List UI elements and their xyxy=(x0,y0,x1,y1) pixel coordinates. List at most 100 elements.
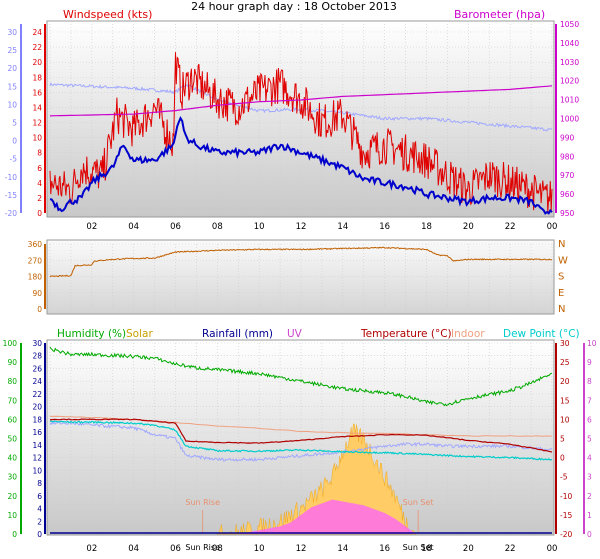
temp-tick-label: -10 xyxy=(5,173,17,182)
rainfall-tick-label: 22 xyxy=(32,390,42,399)
p1-x-tick-label: 16 xyxy=(379,222,390,232)
barometer-tick-label: 970 xyxy=(560,171,575,180)
compass-label: W xyxy=(558,255,568,266)
barometer-tick-label: 1030 xyxy=(560,58,579,67)
temp-tick-label: -20 xyxy=(5,209,17,218)
uv-tick-label: 2 xyxy=(587,492,592,501)
windspeed-line xyxy=(49,52,553,214)
p3-x-tick-label: 10 xyxy=(254,544,265,554)
legend-label: Temperature (°C) xyxy=(360,328,452,340)
humidity-tick-label: 0 xyxy=(12,530,17,539)
barometer-tick-label: 1000 xyxy=(560,115,579,124)
windspeed-axis-title: Windspeed (kts) xyxy=(63,8,152,21)
legend-label: Indoor xyxy=(451,328,485,340)
p1-x-tick-label: 06 xyxy=(170,222,181,232)
p1-x-tick-label: 14 xyxy=(337,222,348,232)
windspeed-tick-label: 20 xyxy=(32,58,42,67)
p3-x-tick-label: 18 xyxy=(421,544,432,554)
temp-tick-label: -15 xyxy=(5,191,17,200)
windspeed-tick-label: 4 xyxy=(37,179,42,188)
uv-tick-label: 8 xyxy=(587,377,592,386)
direction-tick-label: 360 xyxy=(28,240,43,249)
uv-tick-label: 4 xyxy=(587,454,592,463)
uv-tick-label: 9 xyxy=(587,358,592,367)
humidity-tick-label: 20 xyxy=(7,492,17,501)
humidity-tick-label: 90 xyxy=(7,358,17,367)
p1-x-tick-label: 10 xyxy=(254,222,265,232)
temperature-line-p3 xyxy=(49,418,553,453)
rainfall-tick-label: 10 xyxy=(32,466,42,475)
direction-tick-label: 90 xyxy=(32,289,42,298)
temperature-tick-label: 5 xyxy=(560,435,565,444)
p1-x-tick-label: 20 xyxy=(463,222,474,232)
sun-annotation: Sun Set xyxy=(403,498,434,507)
temp-tick-label: 10 xyxy=(7,100,17,109)
temp-tick-label: -5 xyxy=(10,155,18,164)
p1-x-tick-label: 00 xyxy=(547,222,558,232)
rainfall-tick-label: 8 xyxy=(37,479,42,488)
compass-label: S xyxy=(558,272,564,283)
windspeed-tick-label: 6 xyxy=(37,164,42,173)
temperature-tick-label: 15 xyxy=(560,396,570,405)
windspeed-tick-label: 12 xyxy=(32,119,42,128)
panel-wind-direction xyxy=(46,239,555,315)
temp-tick-label: 25 xyxy=(7,46,17,55)
uv-tick-label: 6 xyxy=(587,415,592,424)
p1-x-tick-label: 22 xyxy=(505,222,516,232)
compass-label: E xyxy=(558,288,564,299)
humidity-tick-label: 60 xyxy=(7,415,17,424)
p3-x-tick-label: 04 xyxy=(128,544,139,554)
temperature-tick-label: 30 xyxy=(560,339,570,348)
temperature-tick-label: -20 xyxy=(560,530,572,539)
humidity-tick-label: 100 xyxy=(3,339,18,348)
sun-annotation: Sun Set xyxy=(403,543,434,552)
uv-area xyxy=(217,499,417,534)
rainfall-tick-label: 18 xyxy=(32,415,42,424)
temperature-tick-label: 10 xyxy=(560,415,570,424)
barometer-axis-title: Barometer (hpa) xyxy=(454,8,545,21)
direction-tick-label: 270 xyxy=(28,256,43,265)
temperature-tick-label: -15 xyxy=(560,511,572,520)
legend-label: Rainfall (mm) xyxy=(202,328,273,340)
uv-tick-label: 0 xyxy=(587,530,592,539)
p1-x-tick-label: 18 xyxy=(421,222,432,232)
wind-direction-line xyxy=(49,246,553,278)
legend-label: Dew Point (°C) xyxy=(503,328,580,340)
uv-tick-label: 7 xyxy=(587,396,592,405)
legend-label: Humidity (%) xyxy=(57,328,126,340)
windspeed-tick-label: 16 xyxy=(32,88,42,97)
p3-x-tick-label: 12 xyxy=(296,544,307,554)
p3-x-tick-label: 16 xyxy=(379,544,390,554)
sun-annotation: Sun Rise xyxy=(185,498,220,507)
rainfall-tick-label: 4 xyxy=(37,505,42,514)
barometer-tick-label: 960 xyxy=(560,190,575,199)
p1-x-tick-label: 12 xyxy=(296,222,307,232)
barometer-tick-label: 1020 xyxy=(560,77,579,86)
direction-tick-label: 0 xyxy=(37,305,42,314)
humidity-line xyxy=(49,346,552,407)
rainfall-tick-label: 0 xyxy=(37,530,42,539)
p3-x-tick-label: 22 xyxy=(505,544,516,554)
dewpoint-line xyxy=(49,420,553,461)
rainfall-tick-label: 2 xyxy=(37,517,42,526)
p3-x-tick-label: 06 xyxy=(170,544,181,554)
humidity-tick-label: 50 xyxy=(7,435,17,444)
temp-tick-label: 20 xyxy=(7,64,17,73)
barometer-line xyxy=(49,85,553,117)
rainfall-tick-label: 20 xyxy=(32,403,42,412)
windspeed-tick-label: 8 xyxy=(37,149,42,158)
temp-tick-label: 15 xyxy=(7,82,17,91)
uv-tick-label: 1 xyxy=(587,511,592,520)
windspeed-tick-label: 18 xyxy=(32,73,42,82)
rainfall-tick-label: 14 xyxy=(32,441,42,450)
p3-x-tick-label: 00 xyxy=(547,544,558,554)
legend-label: Solar xyxy=(126,328,153,340)
barometer-tick-label: 980 xyxy=(560,152,575,161)
barometer-tick-label: 1010 xyxy=(560,96,579,105)
compass-label: N xyxy=(558,239,565,250)
temp-tick-label: 0 xyxy=(12,137,17,146)
uv-tick-label: 5 xyxy=(587,435,592,444)
humidity-tick-label: 30 xyxy=(7,473,17,482)
legend-label: UV xyxy=(287,328,303,340)
